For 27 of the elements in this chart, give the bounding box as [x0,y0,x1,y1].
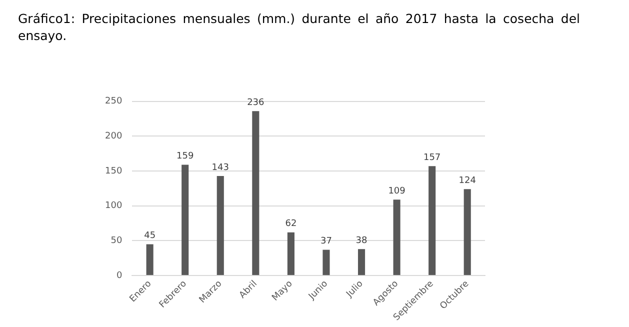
bar [287,232,294,276]
data-label: 157 [423,153,441,164]
bar [146,244,154,276]
y-tick-label: 0 [116,270,122,281]
bar [464,189,471,276]
y-tick-label: 200 [104,132,122,142]
data-label: 38 [356,236,368,246]
data-label: 37 [320,236,332,247]
bar [428,166,436,276]
data-label: 143 [212,162,229,173]
bar [252,111,260,276]
y-tick-label: 150 [104,166,122,176]
data-label: 45 [144,231,156,242]
data-label: 236 [247,98,265,108]
y-tick-label: 250 [104,96,122,107]
bar [322,250,330,276]
bar [182,164,189,276]
data-label: 124 [458,176,476,186]
data-label: 62 [285,219,297,230]
bar [393,200,400,276]
bar [216,176,224,276]
data-label: 159 [176,152,194,162]
chart-title: Gráfico1: Precipitaciones mensuales (mm.) durante el año 2017 hasta la cosecha del ensayo. [18,10,580,44]
y-tick-label: 100 [104,201,122,212]
data-label: 109 [388,186,406,196]
y-tick-label: 50 [110,236,122,246]
bar [358,249,366,276]
